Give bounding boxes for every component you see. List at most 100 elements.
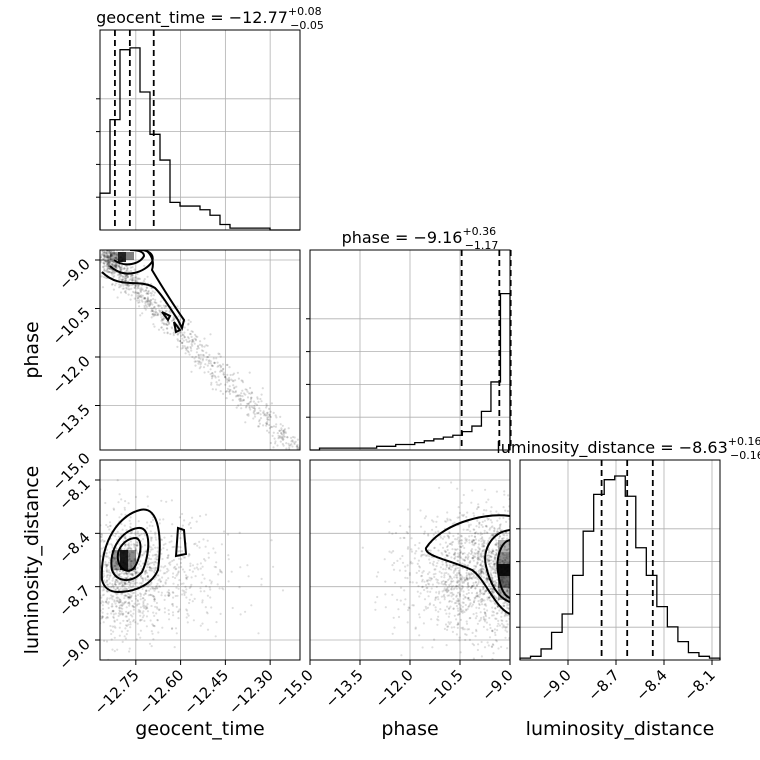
scatter-point bbox=[154, 568, 157, 571]
scatter-point bbox=[456, 555, 459, 559]
scatter-point bbox=[185, 578, 188, 581]
scatter-point bbox=[129, 596, 132, 599]
scatter-point bbox=[480, 567, 483, 570]
scatter-point bbox=[124, 594, 127, 597]
scatter-point bbox=[160, 538, 164, 542]
scatter-point bbox=[124, 500, 127, 503]
scatter-point bbox=[484, 590, 487, 593]
scatter-point bbox=[485, 577, 488, 580]
scatter-point bbox=[227, 554, 230, 557]
scatter-point bbox=[163, 611, 166, 614]
scatter-point bbox=[507, 607, 510, 610]
scatter-point bbox=[146, 299, 149, 302]
scatter-point bbox=[437, 610, 440, 613]
scatter-point bbox=[460, 610, 463, 613]
scatter-point bbox=[473, 564, 476, 568]
scatter-point bbox=[115, 264, 118, 267]
scatter-point bbox=[124, 582, 127, 585]
scatter-point bbox=[475, 615, 478, 618]
scatter-point bbox=[208, 586, 211, 589]
scatter-point bbox=[115, 265, 118, 268]
scatter-point bbox=[480, 555, 483, 559]
scatter-point bbox=[102, 254, 106, 257]
scatter-point bbox=[460, 501, 463, 504]
scatter-point bbox=[505, 620, 508, 623]
scatter-point bbox=[118, 570, 121, 573]
scatter-point bbox=[460, 542, 463, 545]
scatter-point bbox=[470, 550, 473, 553]
scatter-point bbox=[460, 546, 463, 549]
scatter-point bbox=[108, 237, 110, 239]
scatter-point bbox=[152, 323, 155, 326]
scatter-point bbox=[177, 610, 180, 613]
scatter-point bbox=[130, 531, 133, 534]
scatter-point bbox=[505, 549, 508, 552]
scatter-point bbox=[444, 581, 447, 584]
scatter-point bbox=[182, 339, 185, 342]
y-tick-label: −9.0 bbox=[55, 635, 93, 673]
scatter-point bbox=[164, 582, 167, 585]
scatter-point bbox=[237, 377, 240, 380]
scatter-point bbox=[494, 562, 497, 565]
scatter-point bbox=[157, 631, 160, 634]
scatter-point bbox=[460, 542, 463, 545]
scatter-point bbox=[110, 585, 114, 588]
scatter-point bbox=[484, 603, 487, 606]
scatter-point bbox=[138, 305, 141, 308]
scatter-point bbox=[102, 258, 105, 261]
scatter-point bbox=[306, 453, 308, 455]
scatter-point bbox=[109, 250, 112, 253]
scatter-point bbox=[492, 560, 495, 563]
scatter-point bbox=[408, 573, 411, 577]
scatter-point bbox=[481, 567, 484, 570]
scatter-point bbox=[430, 555, 433, 559]
scatter-point bbox=[106, 597, 109, 600]
scatter-point bbox=[212, 357, 215, 360]
scatter-point bbox=[429, 579, 432, 582]
scatter-point bbox=[454, 569, 457, 572]
scatter-point bbox=[91, 554, 93, 556]
scatter-point bbox=[114, 588, 117, 591]
scatter-point bbox=[189, 526, 192, 530]
scatter-point bbox=[475, 628, 478, 631]
scatter-point bbox=[236, 371, 239, 374]
scatter-point bbox=[226, 379, 229, 382]
scatter-point bbox=[193, 357, 196, 360]
scatter-point bbox=[399, 586, 403, 589]
scatter-point bbox=[134, 284, 137, 287]
scatter-point bbox=[197, 344, 200, 347]
scatter-point bbox=[115, 596, 118, 600]
contour-outer bbox=[100, 508, 161, 594]
scatter-point bbox=[457, 506, 460, 509]
scatter-point bbox=[123, 536, 126, 539]
scatter-point bbox=[106, 252, 109, 256]
scatter-point bbox=[510, 621, 512, 623]
scatter-point bbox=[130, 559, 133, 563]
scatter-point bbox=[479, 618, 482, 621]
scatter-point bbox=[458, 593, 462, 596]
scatter-point bbox=[473, 528, 476, 531]
scatter-point bbox=[112, 577, 115, 580]
scatter-point bbox=[420, 575, 423, 578]
scatter-point bbox=[143, 296, 146, 299]
scatter-point bbox=[183, 593, 186, 597]
scatter-point bbox=[155, 558, 159, 561]
scatter-point bbox=[213, 565, 216, 568]
scatter-point bbox=[191, 344, 194, 347]
scatter-point bbox=[456, 572, 459, 575]
scatter-point bbox=[136, 272, 139, 276]
scatter-point bbox=[457, 559, 460, 563]
scatter-point bbox=[242, 398, 245, 401]
scatter-point bbox=[507, 607, 510, 610]
density-cell bbox=[112, 550, 120, 570]
scatter-point bbox=[202, 349, 205, 353]
scatter-point bbox=[128, 650, 131, 653]
scatter-point bbox=[134, 495, 138, 499]
scatter-point bbox=[484, 581, 487, 584]
scatter-point bbox=[303, 452, 305, 454]
scatter-point bbox=[414, 544, 417, 547]
scatter-point bbox=[158, 309, 161, 312]
scatter-point bbox=[189, 564, 192, 568]
scatter-point bbox=[171, 523, 174, 526]
scatter-point bbox=[157, 313, 160, 316]
